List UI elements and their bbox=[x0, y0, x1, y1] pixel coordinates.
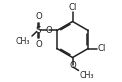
Text: O: O bbox=[69, 61, 76, 70]
Text: CH₃: CH₃ bbox=[16, 37, 30, 46]
Text: S: S bbox=[36, 26, 41, 35]
Text: O: O bbox=[35, 12, 42, 21]
Text: O: O bbox=[46, 26, 52, 35]
Text: Cl: Cl bbox=[98, 44, 106, 53]
Text: O: O bbox=[35, 40, 42, 49]
Text: CH₃: CH₃ bbox=[79, 71, 94, 80]
Text: Cl: Cl bbox=[68, 3, 77, 12]
